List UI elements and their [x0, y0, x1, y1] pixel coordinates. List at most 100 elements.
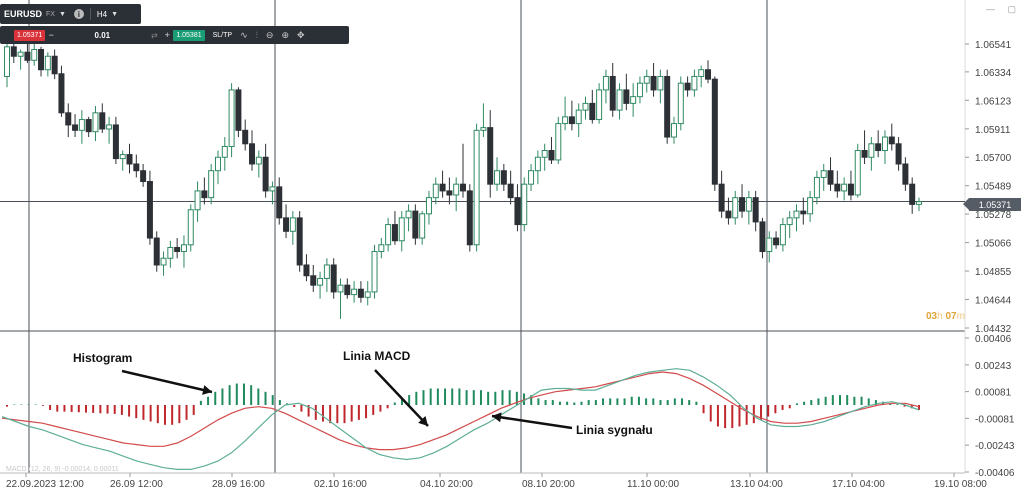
price-tick-label: 1.06334: [975, 68, 1012, 79]
candle-bullish: [17, 51, 24, 57]
candle-bullish: [793, 210, 800, 219]
lot-increase-button[interactable]: +: [164, 30, 170, 40]
candle-bullish: [4, 46, 10, 77]
candle-bearish: [752, 197, 759, 223]
candle-bearish: [460, 183, 466, 192]
candle-bullish: [494, 170, 501, 185]
crosshair-icon[interactable]: ✥: [296, 29, 305, 40]
candle-bullish: [160, 257, 167, 266]
candle-bullish: [807, 197, 814, 215]
candle-bullish: [317, 277, 324, 286]
candle-bullish: [732, 197, 739, 219]
candle-bullish: [473, 129, 480, 246]
candle-bearish: [242, 129, 249, 145]
candle-bullish: [820, 170, 827, 178]
candle-bearish: [262, 156, 269, 192]
candle-bullish: [643, 75, 650, 84]
price-tick-label: 1.04855: [975, 267, 1012, 278]
timeframe-chevron-icon[interactable]: ▼: [111, 10, 119, 18]
info-icon[interactable]: i: [73, 9, 84, 19]
arrow-macd-line-head: [418, 416, 428, 426]
candle-bearish: [827, 170, 834, 185]
candle-bearish: [514, 197, 521, 226]
candle-bearish: [888, 136, 895, 145]
time-tick-label: 08.10 20:00: [522, 479, 575, 490]
market-tag: FX: [46, 10, 55, 18]
candle-bullish: [337, 284, 344, 293]
candle-bearish: [296, 217, 303, 266]
zoom-out-icon[interactable]: ⊖: [265, 29, 274, 40]
candle-bearish: [153, 237, 160, 266]
candle-bearish: [902, 163, 909, 185]
candle-timer: 03h 07m: [926, 311, 965, 322]
candle-bearish: [466, 190, 473, 246]
buy-button[interactable]: 1.05381: [173, 29, 205, 41]
time-tick-label: 22.09.2023 12:00: [6, 479, 84, 490]
indicator-icon[interactable]: ⫶: [255, 29, 258, 40]
candle-bearish: [773, 237, 780, 246]
candle-bullish: [187, 209, 194, 246]
line-chart-icon[interactable]: ∿: [240, 29, 248, 40]
annotation-signal-line: Linia sygnału: [576, 423, 653, 437]
candle-bearish: [875, 143, 882, 152]
candle-bullish: [881, 136, 888, 152]
candle-bullish: [813, 176, 820, 199]
candle-bearish: [10, 46, 17, 57]
candle-bullish: [616, 89, 623, 111]
candle-bearish: [357, 288, 364, 298]
price-tick-label: 1.05489: [975, 182, 1012, 193]
time-tick-label: 19.10 08:00: [934, 479, 987, 490]
arrow-histogram-head: [202, 385, 212, 395]
candle-bullish: [221, 145, 228, 158]
candle-bullish: [44, 55, 51, 71]
lot-decrease-button[interactable]: −: [48, 30, 54, 40]
candle-bearish: [664, 75, 671, 138]
order-bar: 1.05371 − 0.01 ⇄ + 1.05381 SL/TP ∿ ⫶ ⊖ ⊕…: [0, 26, 349, 44]
symbol-bar: EURUSD FX ▼ i H4 ▼: [0, 4, 141, 24]
timeframe-selector[interactable]: H4: [96, 9, 108, 19]
current-price-tag: 1.05371: [963, 198, 1021, 211]
trade-toolbar: EURUSD FX ▼ i H4 ▼ 1.05371 − 0.01 ⇄ + 1.…: [0, 4, 349, 44]
lot-size-field[interactable]: 0.01: [94, 30, 111, 40]
candle-bullish: [378, 244, 385, 253]
candle-bearish: [800, 210, 807, 215]
maximize-icon[interactable]: ▢: [1007, 4, 1016, 14]
price-tick-label: 1.04644: [975, 295, 1012, 306]
candle-bullish: [432, 183, 439, 199]
candle-bearish: [391, 224, 398, 242]
sltp-button[interactable]: SL/TP: [212, 31, 233, 39]
arrow-histogram: [121, 369, 213, 394]
sell-button[interactable]: 1.05371: [14, 29, 46, 41]
candle-bullish: [745, 197, 752, 212]
timer-hours-unit: h: [937, 311, 943, 322]
candle-bearish: [909, 183, 916, 205]
candle-bullish: [255, 156, 262, 165]
candle-bullish: [541, 150, 548, 158]
candle-bullish: [405, 210, 412, 219]
candle-bullish: [289, 217, 296, 232]
candle-bullish: [371, 251, 378, 293]
candle-bullish: [636, 82, 643, 98]
candle-bearish: [705, 69, 712, 80]
candle-bearish: [759, 221, 766, 253]
candle-bullish: [854, 150, 861, 196]
candle-bullish: [916, 201, 922, 205]
macd-tick-label: -0.00243: [975, 441, 1015, 452]
candle-bearish: [725, 210, 732, 219]
swap-icon[interactable]: ⇄: [150, 30, 158, 40]
minimize-icon[interactable]: —: [985, 4, 995, 14]
macd-tick-label: 0.00243: [975, 361, 1012, 372]
candle-bullish: [766, 237, 773, 253]
candle-bearish: [24, 51, 31, 61]
symbol-name[interactable]: EURUSD: [4, 9, 43, 19]
candle-bearish: [847, 183, 854, 196]
candle-bullish: [119, 154, 126, 160]
price-tick-label: 1.05911: [975, 125, 1011, 136]
candle-bearish: [412, 210, 419, 239]
zoom-in-icon[interactable]: ⊕: [281, 29, 289, 40]
candle-bearish: [310, 275, 317, 286]
candle-bearish: [609, 75, 616, 111]
dropdown-chevron-icon[interactable]: ▼: [58, 10, 66, 18]
candle-bullish: [786, 217, 793, 226]
